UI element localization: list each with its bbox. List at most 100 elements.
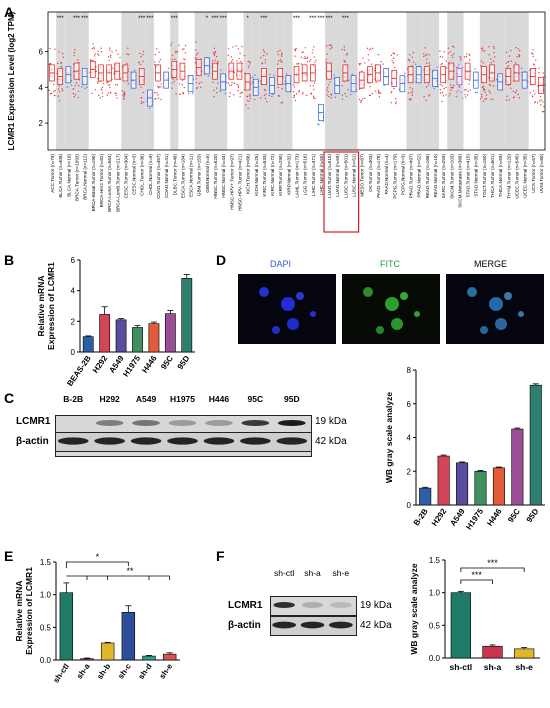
data-point	[490, 98, 492, 100]
blot-f-kda-lcmr1: 19 kDa	[360, 600, 392, 611]
y-tick-label: 0.0	[429, 654, 441, 663]
data-point	[124, 93, 126, 96]
data-point	[194, 61, 197, 64]
bar	[511, 428, 524, 506]
x-tick-label: sh-c	[116, 662, 133, 681]
data-point	[61, 88, 63, 90]
blot-bands-c: B-2B H292 A549 H1975 H446 95C 95D	[57, 394, 308, 445]
data-point	[458, 86, 461, 88]
significance-mark: ***	[138, 16, 146, 22]
data-point	[341, 85, 343, 87]
data-point	[294, 55, 296, 57]
x-tick-label: sh-a	[484, 662, 502, 672]
data-point	[358, 62, 360, 65]
data-point	[89, 59, 92, 61]
data-point	[493, 51, 495, 54]
data-point	[140, 56, 142, 58]
sig-bracket	[460, 567, 525, 572]
significance-mark: *	[206, 16, 209, 22]
data-point	[236, 60, 238, 62]
data-point	[280, 102, 283, 104]
data-point	[194, 57, 197, 60]
data-point	[538, 67, 540, 70]
x-tick-label: LUAD.Tumor (n=515)	[327, 154, 332, 198]
lcmr1-band	[330, 602, 352, 608]
data-point	[156, 48, 158, 50]
data-point	[482, 85, 485, 88]
significance-mark: ***	[317, 16, 325, 22]
x-tick-label: KIRC.Normal (n=72)	[270, 154, 275, 196]
y-tick-label: 0.5	[429, 621, 441, 630]
data-point	[159, 58, 162, 61]
x-tick-label: SKCM.Metastasis (n=368)	[457, 154, 462, 208]
data-point	[73, 51, 75, 54]
data-point	[178, 83, 181, 85]
data-point	[107, 92, 110, 94]
x-tick-label: KIRP.Tumor (n=290)	[278, 154, 283, 196]
data-point	[516, 55, 518, 58]
blot-row-label-lcmr1: LCMR1	[16, 416, 51, 427]
data-point	[248, 64, 251, 67]
data-point	[294, 49, 297, 52]
data-point	[216, 91, 218, 94]
data-point	[518, 97, 521, 99]
data-point	[460, 58, 462, 60]
data-point	[278, 95, 281, 97]
data-point	[474, 68, 476, 70]
data-point	[171, 42, 173, 44]
data-point	[160, 86, 162, 88]
x-tick-label: LUSC.Normal (n=51)	[352, 154, 357, 197]
data-point	[532, 49, 534, 51]
x-tick-label: CESC.Normal (n=3)	[132, 154, 137, 195]
data-point	[450, 86, 452, 89]
data-point	[237, 86, 240, 89]
y-axis-label: LCMR1 Expression Level (log2 TPM)	[7, 11, 16, 150]
data-point	[281, 53, 283, 56]
bar	[164, 313, 176, 353]
bar	[492, 467, 505, 506]
data-point	[57, 88, 60, 90]
x-tick-label: PAAD.Tumor (n=178)	[376, 154, 381, 198]
y-tick-label: 0	[71, 348, 76, 357]
data-point	[61, 65, 63, 68]
data-point	[344, 92, 346, 95]
data-point	[101, 89, 103, 91]
channel-label-fitc: FITC	[380, 259, 400, 269]
data-point	[228, 84, 231, 87]
data-point	[230, 60, 233, 63]
data-point	[74, 93, 77, 96]
data-point	[219, 90, 221, 93]
data-point	[532, 90, 535, 92]
data-point	[450, 89, 452, 91]
data-point	[440, 63, 442, 66]
data-point	[442, 95, 445, 97]
data-point	[247, 60, 250, 63]
pan-cancer-expression-plot: 2 4 6 LCMR1 Expression Level (log2 TPM) ACC.…	[7, 11, 546, 233]
data-point	[395, 102, 397, 105]
bar	[148, 323, 160, 353]
data-point	[457, 90, 459, 92]
data-point	[74, 84, 76, 87]
x-tick-label: 95C	[159, 354, 175, 371]
data-point	[154, 61, 156, 63]
data-point	[467, 90, 469, 93]
x-tick-label: LIHC.Tumor (n=371)	[311, 154, 316, 197]
sig-bracket	[460, 579, 493, 584]
x-tick-label: H1975	[464, 507, 485, 532]
data-point	[54, 48, 56, 51]
data-point	[241, 91, 243, 94]
lcmr1-band	[205, 420, 233, 426]
data-point	[530, 52, 533, 54]
data-point	[176, 78, 178, 81]
data-point	[100, 51, 103, 53]
panel-label-c: C	[4, 390, 15, 406]
lane-label: sh-a	[304, 568, 321, 578]
x-tick-label: READ.Tumor (n=166)	[425, 154, 430, 199]
data-point	[54, 94, 56, 97]
x-tick-label: DLBC.Tumor (n=48)	[172, 154, 177, 196]
y-tick-label: 1.0	[40, 591, 52, 600]
data-point	[116, 97, 118, 99]
x-tick-label: sh-a	[75, 662, 92, 681]
data-point	[301, 92, 304, 94]
data-point	[175, 50, 177, 53]
